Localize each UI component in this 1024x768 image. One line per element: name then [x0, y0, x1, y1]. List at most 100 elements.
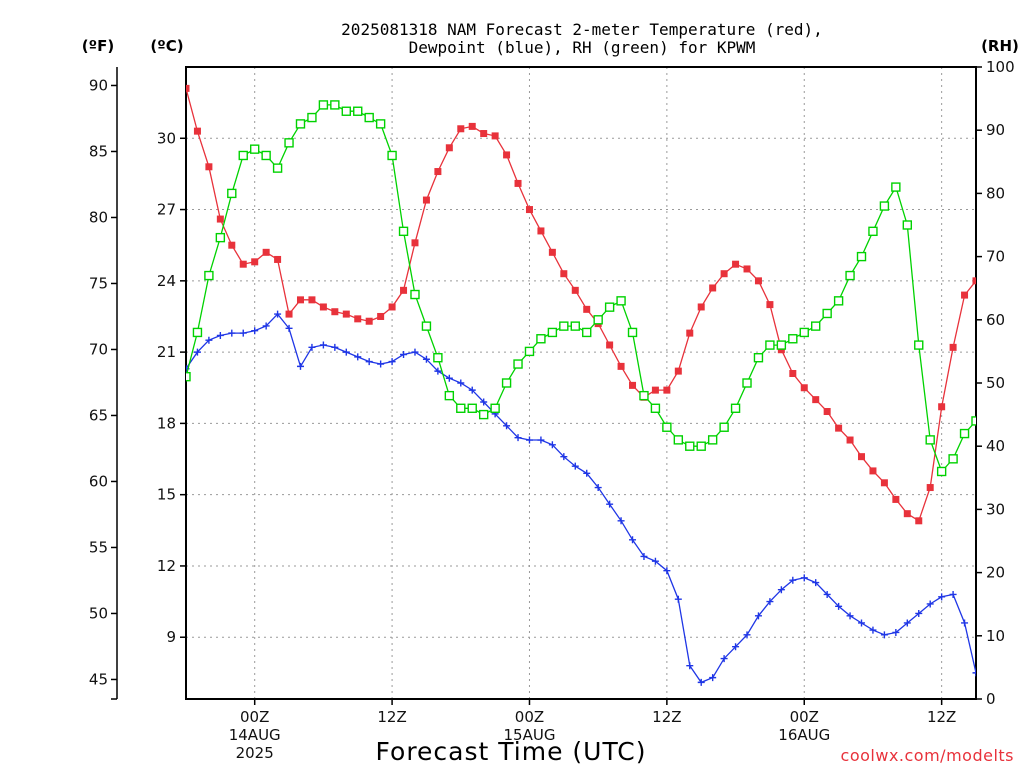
- dewpoint-point: [411, 349, 418, 356]
- rh-point: [422, 322, 430, 330]
- temperature-point: [469, 123, 476, 130]
- dewpoint-point: [343, 349, 350, 356]
- temperature-point: [663, 387, 670, 394]
- rh-point: [548, 328, 556, 336]
- rh-tick-label: 40: [986, 437, 1005, 455]
- dewpoint-point: [354, 353, 361, 360]
- fahrenheit-tick-label: 85: [89, 142, 108, 160]
- rh-point: [216, 234, 224, 242]
- temperature-point: [308, 296, 315, 303]
- rh-point: [858, 253, 866, 261]
- temperature-point: [286, 311, 293, 318]
- time-tick-label: 12Z: [377, 708, 406, 726]
- fahrenheit-tick-label: 65: [89, 406, 108, 424]
- temperature-point: [927, 484, 934, 491]
- rh-point: [880, 202, 888, 210]
- temperature-series: [183, 85, 1024, 524]
- fahrenheit-tick-label: 50: [89, 604, 108, 622]
- dewpoint-point: [1018, 596, 1024, 603]
- dewpoint-point: [251, 327, 258, 334]
- dewpoint-point: [984, 676, 991, 683]
- rh-point: [514, 360, 522, 368]
- dewpoint-point: [869, 627, 876, 634]
- temperature-point: [560, 270, 567, 277]
- rh-point: [342, 107, 350, 115]
- rh-line: [186, 105, 1024, 472]
- fahrenheit-tick-label: 45: [89, 670, 108, 688]
- rh-point: [354, 107, 362, 115]
- temperature-point: [183, 85, 190, 92]
- rh-point: [732, 404, 740, 412]
- date-tick-label: 16AUG: [778, 726, 830, 744]
- rh-point: [629, 328, 637, 336]
- temperature-point: [869, 467, 876, 474]
- rh-point: [926, 436, 934, 444]
- temperature-point: [354, 315, 361, 322]
- rh-point: [766, 341, 774, 349]
- rh-point: [594, 316, 602, 324]
- rh-point: [491, 404, 499, 412]
- temperature-point: [973, 277, 980, 284]
- temperature-point: [892, 496, 899, 503]
- rh-point: [411, 291, 419, 299]
- fahrenheit-tick-label: 80: [89, 208, 108, 226]
- rh-point: [743, 379, 751, 387]
- rh-point: [434, 354, 442, 362]
- temperature-point: [205, 163, 212, 170]
- rh-point: [674, 436, 682, 444]
- rh-point: [972, 417, 980, 425]
- temperature-point: [263, 249, 270, 256]
- rh-point: [525, 347, 533, 355]
- dewpoint-point: [320, 341, 327, 348]
- rh-point: [480, 411, 488, 419]
- temperature-point: [377, 313, 384, 320]
- rh-tick-label: 30: [986, 500, 1005, 518]
- rh-tick-label: 70: [986, 248, 1005, 266]
- rh-point: [995, 404, 1003, 412]
- fahrenheit-unit-label: (ºF): [82, 37, 114, 55]
- rh-point: [903, 221, 911, 229]
- rh-tick-label: 100: [986, 58, 1015, 76]
- rh-point: [377, 120, 385, 128]
- temperature-point: [709, 284, 716, 291]
- dewpoint-point: [331, 344, 338, 351]
- rh-tick-label: 80: [986, 184, 1005, 202]
- rh-point: [697, 442, 705, 450]
- temperature-point: [961, 292, 968, 299]
- rh-point: [915, 341, 923, 349]
- dewpoint-point: [389, 358, 396, 365]
- temperature-point: [744, 265, 751, 272]
- celsius-tick-label: 21: [157, 343, 176, 361]
- chart-title-line2: Dewpoint (blue), RH (green) for KPWM: [409, 38, 756, 57]
- temperature-point: [537, 227, 544, 234]
- dewpoint-point: [938, 593, 945, 600]
- rh-point: [663, 423, 671, 431]
- temperature-point: [251, 258, 258, 265]
- rh-point: [720, 423, 728, 431]
- rh-point: [640, 392, 648, 400]
- rh-point: [777, 341, 785, 349]
- rh-point: [617, 297, 625, 305]
- rh-point: [319, 101, 327, 109]
- celsius-tick-label: 18: [157, 414, 176, 432]
- temperature-point: [526, 206, 533, 213]
- temperature-point: [320, 303, 327, 310]
- rh-tick-label: 10: [986, 627, 1005, 645]
- temperature-point: [606, 341, 613, 348]
- temperature-point: [904, 510, 911, 517]
- temperature-point: [400, 287, 407, 294]
- plot-frame: [186, 67, 976, 699]
- rh-point: [468, 404, 476, 412]
- temperature-point: [423, 197, 430, 204]
- temperature-point: [652, 387, 659, 394]
- rh-point: [251, 145, 259, 153]
- rh-tick-label: 60: [986, 311, 1005, 329]
- fahrenheit-tick-label: 55: [89, 538, 108, 556]
- temperature-point: [389, 303, 396, 310]
- rh-point: [892, 183, 900, 191]
- temperature-point: [686, 330, 693, 337]
- rh-point: [938, 467, 946, 475]
- celsius-unit-label: (ºC): [150, 37, 183, 55]
- rh-point: [331, 101, 339, 109]
- temperature-point: [572, 287, 579, 294]
